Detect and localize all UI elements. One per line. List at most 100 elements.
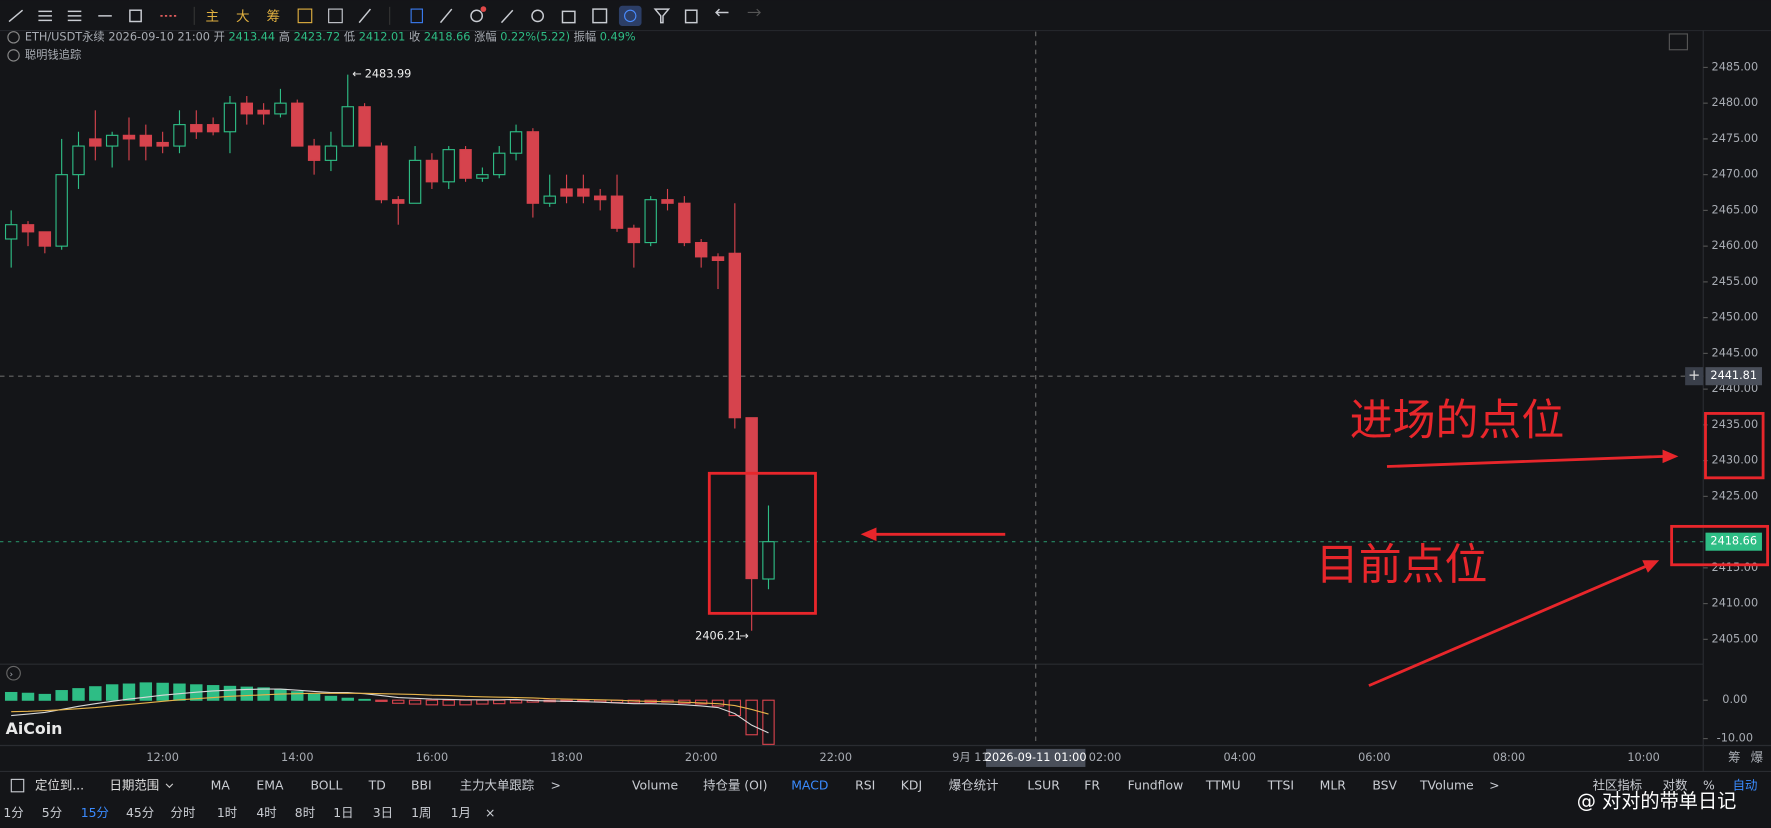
macd-bar (509, 699, 523, 704)
tool-magnet[interactable] (410, 8, 423, 24)
tool-eye[interactable] (531, 9, 545, 23)
entry-note: 进场的点位 (1350, 396, 1565, 446)
tool-lock[interactable] (561, 10, 576, 24)
y-tick-label: 2450.00 (1712, 311, 1759, 324)
plot: 2485.00 2480.00 2475.00 2470.00 2465.00 2460.… (0, 31, 1762, 767)
tool-undo[interactable] (715, 8, 729, 17)
macd-bar (442, 699, 455, 706)
timeframe-button[interactable]: 1时 (217, 805, 237, 820)
indicator-button[interactable]: > (550, 778, 560, 793)
open-label: 开 (214, 30, 225, 43)
y-tick-label: 2430.00 (1712, 454, 1759, 467)
indicator-button[interactable]: MLR (1320, 778, 1347, 793)
tool-fib[interactable] (67, 10, 82, 22)
crosshair-time-tag (986, 748, 1086, 767)
indicator-button[interactable]: BBI (411, 778, 432, 793)
timeframe-button[interactable]: 1月 (451, 805, 471, 820)
candle-body (358, 106, 371, 147)
indicator-button[interactable]: KDJ (901, 778, 922, 793)
timeframe-button[interactable]: 1周 (411, 805, 431, 820)
indicator-button[interactable]: > (1489, 778, 1499, 793)
indicator-button[interactable]: Fundflow (1128, 778, 1184, 793)
candle-body (4, 224, 18, 240)
indicator-button[interactable]: Volume (632, 778, 678, 793)
high-value: 2423.72 (294, 30, 341, 43)
candle-body (257, 109, 270, 115)
tool-rect[interactable] (129, 9, 142, 23)
timeframe-button[interactable]: 1分 (3, 805, 23, 820)
timeframe-button[interactable]: 分时 (171, 805, 196, 820)
tool-copy[interactable] (328, 8, 343, 24)
close-value: 2418.66 (424, 30, 471, 43)
candle-body (392, 199, 405, 204)
tool-link[interactable] (624, 9, 637, 23)
tool-pen[interactable] (358, 8, 372, 24)
indicator-button[interactable]: 主力大单跟踪 (460, 778, 535, 793)
amplitude-value: 0.49% (600, 30, 636, 43)
locate-button[interactable]: 定位到... (35, 778, 84, 793)
tool-active-bg[interactable] (618, 5, 642, 27)
indicator-button[interactable]: MA (211, 778, 231, 793)
timeframe-button[interactable]: 15分 (81, 805, 109, 820)
candle-body (122, 134, 136, 140)
tool-gold1[interactable] (297, 8, 313, 24)
tool-delete[interactable] (684, 9, 698, 24)
candle-body (745, 417, 758, 580)
timeframe-button[interactable]: × (485, 805, 495, 820)
tool-ruler[interactable] (439, 8, 453, 24)
indicator-button[interactable]: TTSI (1267, 778, 1294, 793)
tool-big[interactable]: 大 (236, 9, 250, 25)
y-tick-label: 2485.00 (1712, 60, 1759, 73)
x-tick-label: 10:00 (1627, 751, 1660, 764)
indicator-button[interactable]: 持仓量 (OI) (703, 778, 767, 793)
candle-body (543, 195, 556, 204)
tool-line[interactable] (8, 9, 24, 23)
indicator-button[interactable]: BSV (1372, 778, 1397, 793)
indicator-button[interactable]: LSUR (1027, 778, 1060, 793)
timeframe-button[interactable]: 4时 (256, 805, 276, 820)
indicator-button[interactable]: 对数 (1663, 778, 1688, 793)
macd-bar (257, 687, 270, 701)
arrow-line (1386, 454, 1665, 468)
axis-liq-label[interactable]: 爆 (1751, 749, 1764, 764)
indicator-button[interactable]: MACD (791, 778, 828, 793)
tool-chip[interactable]: 筹 (267, 8, 281, 25)
crosshair-plus[interactable] (1685, 367, 1704, 386)
timeframe-button[interactable]: 1日 (333, 805, 353, 820)
x-tick-label: 12:00 (146, 751, 179, 764)
timeframe-button[interactable]: 3日 (373, 805, 393, 820)
watermark: @ 对对的带单日记 (1577, 789, 1737, 812)
tool-zoom[interactable] (470, 9, 484, 23)
indicator-button[interactable]: FR (1084, 778, 1100, 793)
fullscreen-icon[interactable] (1668, 33, 1688, 51)
indicator-button[interactable]: 爆仓统计 (949, 778, 999, 793)
tool-erase[interactable] (500, 9, 514, 24)
indicator-button[interactable]: TD (368, 778, 386, 793)
x-tick-label: 14:00 (281, 751, 314, 764)
indicator-button[interactable]: RSI (855, 778, 875, 793)
tool-filter[interactable] (653, 8, 671, 24)
indicator-button[interactable]: % (1703, 778, 1715, 793)
indicator-button[interactable]: TTMU (1205, 778, 1241, 793)
pane-expand[interactable] (6, 665, 21, 681)
tool-hlines[interactable] (38, 10, 52, 22)
indicator-button[interactable]: 社区指标 (1593, 778, 1643, 793)
timeframe-button[interactable]: 5分 (42, 805, 62, 820)
tool-main[interactable]: 主 (206, 9, 220, 25)
range-button[interactable]: 日期范围 (110, 778, 160, 793)
candle-body (560, 188, 573, 197)
tool-redo[interactable] (747, 8, 761, 17)
indicator-button[interactable]: TVolume (1419, 778, 1474, 793)
collapse-icon[interactable] (7, 31, 20, 44)
timeframe-button[interactable]: 45分 (126, 805, 154, 820)
timeframe-button[interactable]: 8时 (295, 805, 315, 820)
axis-chip-label[interactable]: 筹 (1728, 749, 1740, 764)
indicator-button[interactable]: BOLL (310, 778, 342, 793)
indicator-icon[interactable] (7, 49, 20, 62)
x-tick-label: 16:00 (416, 751, 449, 764)
tool-edit[interactable] (592, 8, 608, 24)
candle-body (375, 145, 388, 201)
candle-body (728, 252, 742, 419)
indicator-button[interactable]: 自动 (1733, 778, 1758, 793)
indicator-button[interactable]: EMA (256, 778, 284, 793)
